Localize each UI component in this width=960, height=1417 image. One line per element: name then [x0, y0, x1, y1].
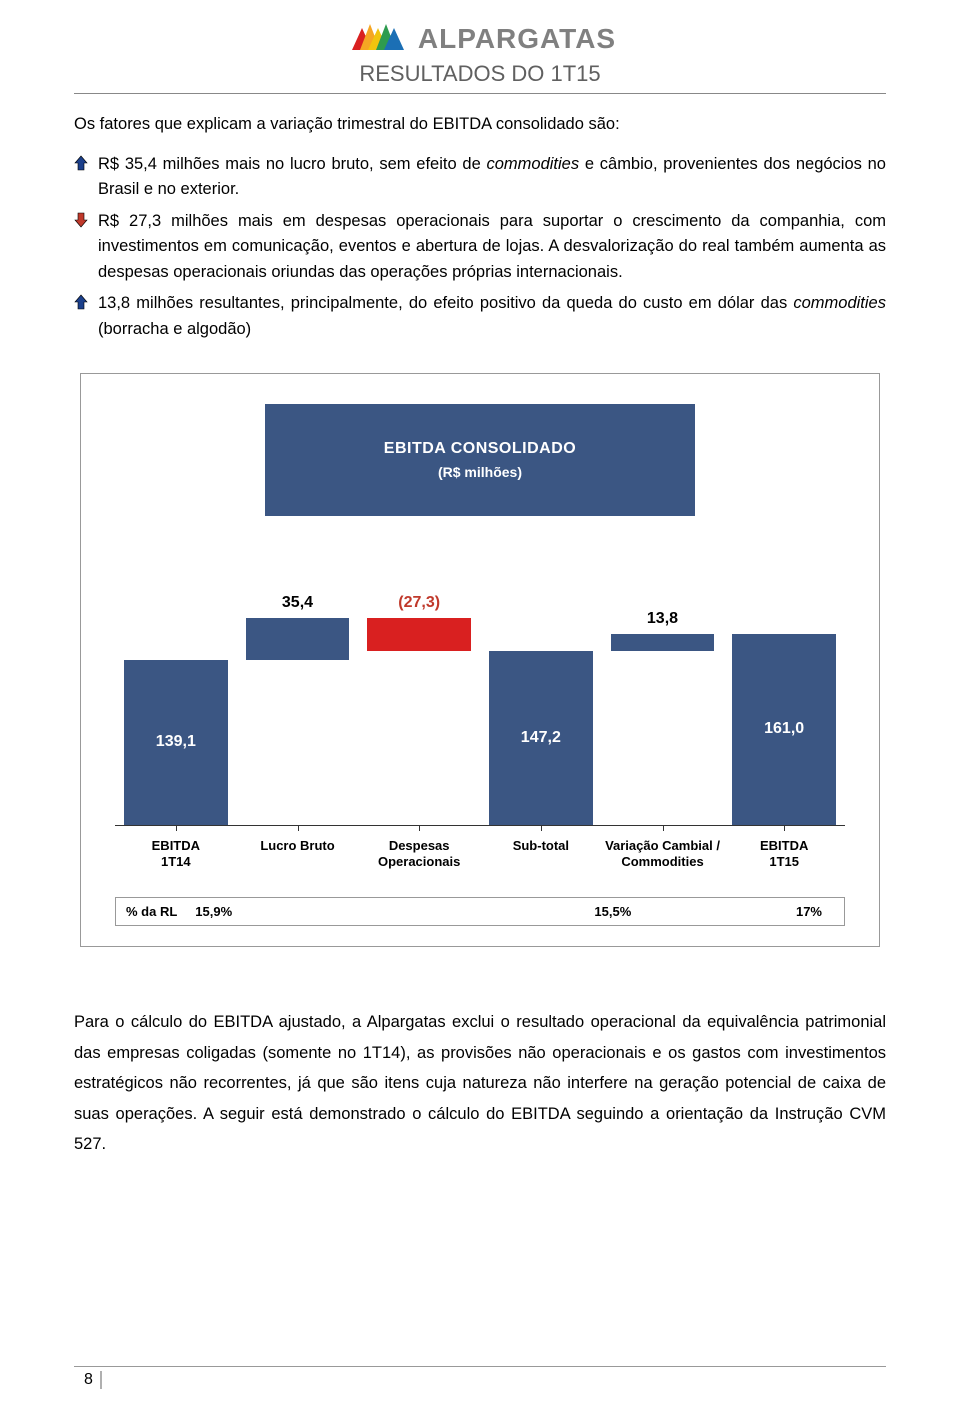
arrow-up-icon: [74, 155, 88, 171]
bullet-text: R$ 35,4 milhões mais no lucro bruto, sem…: [98, 155, 886, 199]
chart-bar-positive: [611, 634, 714, 650]
intro-text: Os fatores que explicam a variação trime…: [74, 112, 886, 138]
chart-bar-label: 13,8: [611, 610, 714, 628]
chart-tick: [663, 825, 664, 831]
chart-x-label: EBITDA1T15: [723, 836, 845, 874]
chart-subtitle: (R$ milhões): [275, 464, 685, 480]
chart-title: EBITDA CONSOLIDADO: [275, 440, 685, 458]
chart-tick: [419, 825, 420, 831]
chart-bar-label: 147,2: [489, 729, 592, 747]
body-paragraph: Para o cálculo do EBITDA ajustado, a Alp…: [74, 1007, 886, 1160]
pct-row: % da RL 15,9% 15,5% 17%: [115, 897, 845, 926]
bullet-text: 13,8 milhões resultantes, principalmente…: [98, 294, 886, 338]
ebitda-waterfall-chart: EBITDA CONSOLIDADO (R$ milhões) 139,1 35,…: [80, 373, 880, 948]
chart-tick: [784, 825, 785, 831]
pct-value-1: 15,9%: [183, 904, 243, 919]
brand-logo-icon: [344, 20, 408, 57]
chart-x-label: Lucro Bruto: [237, 836, 359, 874]
pct-value-2: 15,5%: [243, 904, 691, 919]
chart-bar-label: (27,3): [367, 594, 470, 612]
chart-bar-label: 139,1: [124, 733, 227, 751]
chart-x-labels: EBITDA1T14Lucro BrutoDespesasOperacionai…: [115, 836, 845, 874]
pct-value-3: 17%: [691, 904, 840, 919]
brand-logo-row: ALPARGATAS: [74, 20, 886, 57]
arrow-down-icon: [74, 212, 88, 228]
chart-bar: 139,1: [124, 660, 227, 824]
pct-label: % da RL: [120, 904, 183, 919]
page-header: ALPARGATAS RESULTADOS DO 1T15: [74, 20, 886, 94]
chart-tick: [176, 825, 177, 831]
chart-x-label: EBITDA1T14: [115, 836, 237, 874]
arrow-up-icon: [74, 294, 88, 310]
chart-plot-area: 139,1 35,4 (27,3) 147,2 13,8 161,0: [115, 566, 845, 826]
page-footer: 8: [74, 1366, 886, 1389]
chart-x-label: Variação Cambial /Commodities: [602, 836, 724, 874]
page-number: 8: [74, 1371, 102, 1389]
chart-tick: [541, 825, 542, 831]
chart-bar-positive: [246, 618, 349, 660]
chart-bar: 161,0: [732, 634, 835, 824]
chart-bar: 147,2: [489, 651, 592, 825]
bullet-item: 13,8 milhões resultantes, principalmente…: [74, 291, 886, 342]
chart-x-label: Sub-total: [480, 836, 602, 874]
chart-title-box: EBITDA CONSOLIDADO (R$ milhões): [265, 404, 695, 516]
chart-bar-label: 161,0: [732, 720, 835, 738]
page-subtitle: RESULTADOS DO 1T15: [74, 61, 886, 87]
bullet-text: R$ 27,3 milhões mais em despesas operaci…: [98, 212, 886, 281]
bullet-item: R$ 27,3 milhões mais em despesas operaci…: [74, 209, 886, 286]
chart-x-label: DespesasOperacionais: [358, 836, 480, 874]
chart-tick: [298, 825, 299, 831]
brand-name: ALPARGATAS: [418, 23, 616, 55]
bullet-item: R$ 35,4 milhões mais no lucro bruto, sem…: [74, 152, 886, 203]
bullet-list: R$ 35,4 milhões mais no lucro bruto, sem…: [74, 152, 886, 343]
chart-bar-negative: [367, 618, 470, 650]
chart-bar-label: 35,4: [246, 594, 349, 612]
